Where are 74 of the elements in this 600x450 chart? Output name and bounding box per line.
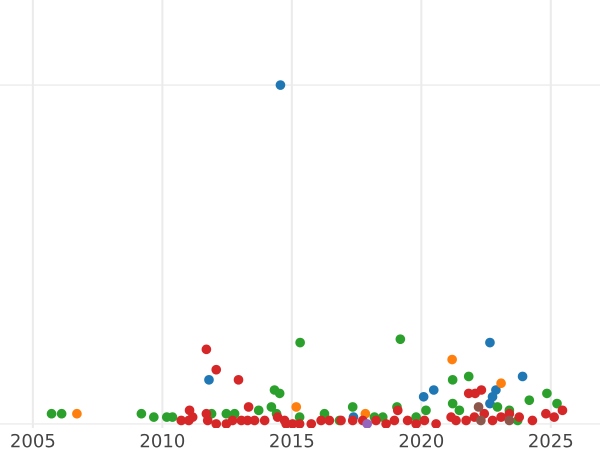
point: [306, 419, 316, 428]
point: [524, 395, 534, 405]
x-tick-label: 2020: [400, 434, 444, 448]
point: [228, 416, 238, 426]
point: [202, 344, 212, 354]
point: [274, 388, 284, 398]
x-tick-label: 2025: [529, 434, 572, 448]
point: [362, 419, 372, 428]
point: [428, 385, 439, 395]
point: [488, 416, 498, 426]
point: [496, 412, 506, 422]
point: [396, 334, 406, 344]
point: [504, 416, 514, 426]
point: [448, 398, 458, 408]
point: [448, 375, 458, 385]
point: [492, 402, 502, 412]
point: [202, 416, 212, 426]
point: [392, 406, 403, 416]
point: [295, 338, 305, 348]
point: [291, 402, 302, 412]
point: [552, 398, 562, 408]
point: [371, 416, 381, 426]
point: [211, 364, 222, 374]
point: [541, 408, 551, 419]
point: [418, 392, 428, 402]
point: [447, 354, 457, 364]
point: [461, 416, 471, 426]
point: [558, 406, 568, 416]
point: [431, 419, 441, 428]
point: [549, 412, 559, 422]
point: [348, 416, 358, 426]
point: [476, 416, 486, 426]
point: [211, 419, 222, 428]
point: [411, 419, 421, 428]
point: [421, 406, 431, 416]
x-tick-label: 2015: [270, 434, 314, 448]
point: [348, 402, 358, 412]
point: [514, 412, 524, 422]
point: [474, 402, 484, 412]
point: [476, 385, 486, 395]
point: [234, 375, 244, 385]
point: [184, 416, 194, 426]
x-tick-label: 2005: [11, 434, 54, 448]
point: [381, 419, 391, 428]
point: [402, 416, 412, 426]
point: [324, 416, 334, 426]
point: [149, 412, 159, 422]
point: [390, 416, 400, 426]
point: [528, 416, 538, 426]
point: [542, 388, 552, 398]
point: [496, 378, 506, 388]
point: [204, 375, 214, 385]
point: [254, 406, 264, 416]
point: [464, 372, 474, 382]
point: [72, 408, 82, 419]
point: [222, 408, 232, 419]
point: [266, 402, 276, 412]
point: [281, 419, 291, 428]
point: [276, 80, 286, 90]
point: [46, 408, 56, 419]
point: [316, 416, 326, 426]
point: [260, 416, 270, 426]
point: [451, 416, 461, 426]
point: [244, 402, 254, 412]
point: [294, 419, 304, 428]
point: [454, 406, 464, 416]
point: [56, 408, 66, 419]
point: [485, 398, 495, 408]
point: [250, 416, 260, 426]
x-tick-label: 2010: [140, 434, 184, 448]
point: [518, 372, 528, 382]
point: [420, 416, 430, 426]
point: [485, 338, 495, 348]
point: [136, 408, 146, 419]
